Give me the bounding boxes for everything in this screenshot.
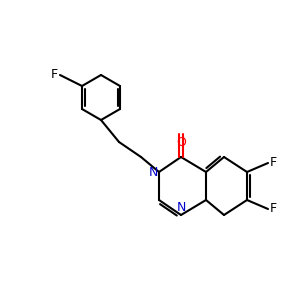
Text: N: N	[176, 201, 186, 214]
Text: F: F	[270, 202, 277, 215]
Text: F: F	[270, 157, 277, 169]
Text: O: O	[176, 136, 186, 149]
Text: N: N	[148, 166, 158, 178]
Text: F: F	[51, 68, 58, 82]
